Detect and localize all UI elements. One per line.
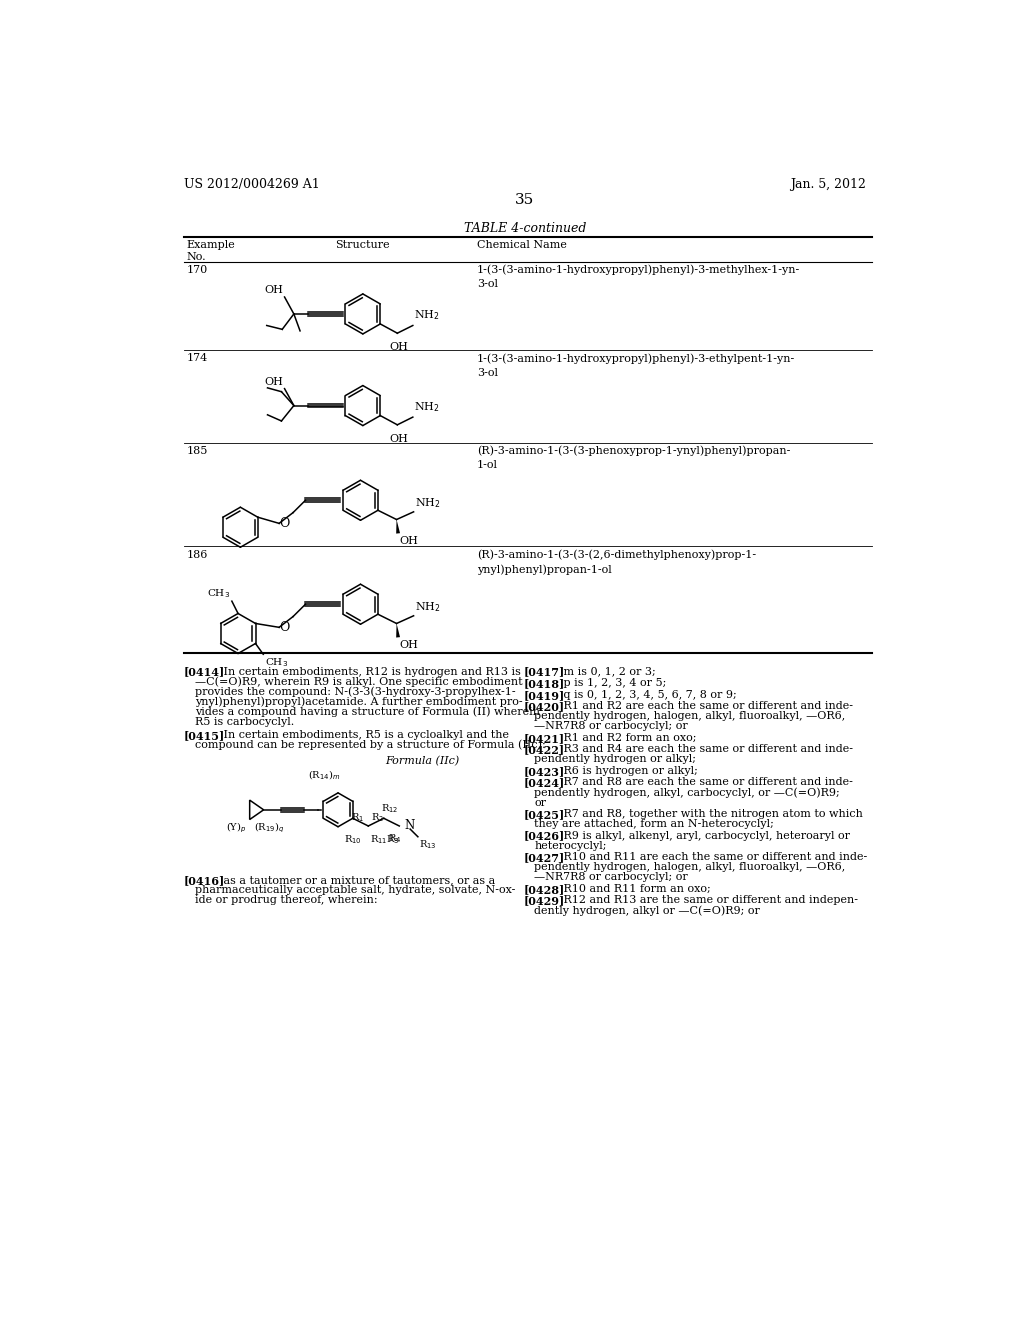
Text: pendently hydrogen, halogen, alkyl, fluoroalkyl, —OR6,: pendently hydrogen, halogen, alkyl, fluo… bbox=[535, 711, 846, 721]
Text: heterocyclyl;: heterocyclyl; bbox=[535, 841, 606, 850]
Text: [0428]: [0428] bbox=[523, 884, 564, 895]
Text: [0425]: [0425] bbox=[523, 809, 564, 820]
Text: R6 is hydrogen or alkyl;: R6 is hydrogen or alkyl; bbox=[553, 766, 697, 776]
Text: dently hydrogen, alkyl or —C(=O)R9; or: dently hydrogen, alkyl or —C(=O)R9; or bbox=[535, 906, 760, 916]
Text: ide or prodrug thereof, wherein:: ide or prodrug thereof, wherein: bbox=[195, 895, 377, 906]
Text: [0416]: [0416] bbox=[183, 875, 225, 886]
Text: R$_{13}$: R$_{13}$ bbox=[420, 838, 437, 851]
Text: OH: OH bbox=[389, 342, 409, 352]
Text: (Y)$_p$: (Y)$_p$ bbox=[225, 821, 246, 836]
Text: CH$_3$: CH$_3$ bbox=[207, 587, 230, 599]
Text: vides a compound having a structure of Formula (II) wherein: vides a compound having a structure of F… bbox=[195, 706, 540, 717]
Text: —NR7R8 or carbocyclyl; or: —NR7R8 or carbocyclyl; or bbox=[535, 721, 688, 731]
Text: R$_{10}$: R$_{10}$ bbox=[344, 834, 362, 846]
Text: (R$_{19}$)$_q$: (R$_{19}$)$_q$ bbox=[254, 821, 284, 836]
Text: compound can be represented by a structure of Formula (IIc):: compound can be represented by a structu… bbox=[195, 739, 546, 750]
Text: NH$_2$: NH$_2$ bbox=[415, 496, 441, 511]
Text: R$_4$: R$_4$ bbox=[388, 832, 401, 845]
Text: pendently hydrogen, halogen, alkyl, fluoroalkyl, —OR6,: pendently hydrogen, halogen, alkyl, fluo… bbox=[535, 862, 846, 873]
Text: 185: 185 bbox=[187, 446, 208, 455]
Text: q is 0, 1, 2, 3, 4, 5, 6, 7, 8 or 9;: q is 0, 1, 2, 3, 4, 5, 6, 7, 8 or 9; bbox=[553, 689, 736, 700]
Text: pendently hydrogen or alkyl;: pendently hydrogen or alkyl; bbox=[535, 755, 696, 764]
Text: pharmaceutically acceptable salt, hydrate, solvate, N-ox-: pharmaceutically acceptable salt, hydrat… bbox=[195, 886, 515, 895]
Text: [0429]: [0429] bbox=[523, 895, 564, 907]
Text: R7 and R8, together with the nitrogen atom to which: R7 and R8, together with the nitrogen at… bbox=[553, 809, 862, 818]
Text: N: N bbox=[403, 820, 414, 833]
Text: —C(=O)R9, wherein R9 is alkyl. One specific embodiment: —C(=O)R9, wherein R9 is alkyl. One speci… bbox=[195, 677, 522, 688]
Text: OH: OH bbox=[264, 285, 283, 296]
Polygon shape bbox=[396, 623, 400, 638]
Text: as a tautomer or a mixture of tautomers, or as a: as a tautomer or a mixture of tautomers,… bbox=[213, 875, 496, 886]
Text: (R$_{14}$)$_m$: (R$_{14}$)$_m$ bbox=[308, 768, 340, 781]
Text: ynyl)phenyl)propyl)acetamide. A further embodiment pro-: ynyl)phenyl)propyl)acetamide. A further … bbox=[195, 697, 522, 708]
Text: OH: OH bbox=[389, 434, 409, 444]
Polygon shape bbox=[396, 520, 400, 533]
Text: 1-(3-(3-amino-1-hydroxypropyl)phenyl)-3-ethylpent-1-yn-
3-ol: 1-(3-(3-amino-1-hydroxypropyl)phenyl)-3-… bbox=[477, 354, 795, 378]
Text: 170: 170 bbox=[187, 264, 208, 275]
Text: or: or bbox=[535, 797, 546, 808]
Text: US 2012/0004269 A1: US 2012/0004269 A1 bbox=[183, 178, 319, 190]
Text: m is 0, 1, 2 or 3;: m is 0, 1, 2 or 3; bbox=[553, 667, 655, 677]
Text: (R)-3-amino-1-(3-(3-phenoxyprop-1-ynyl)phenyl)propan-
1-ol: (R)-3-amino-1-(3-(3-phenoxyprop-1-ynyl)p… bbox=[477, 446, 791, 470]
Text: (R)-3-amino-1-(3-(3-(2,6-dimethylphenoxy)prop-1-
ynyl)phenyl)propan-1-ol: (R)-3-amino-1-(3-(3-(2,6-dimethylphenoxy… bbox=[477, 549, 756, 576]
Text: R3 and R4 are each the same or different and inde-: R3 and R4 are each the same or different… bbox=[553, 744, 853, 754]
Text: R$_2$: R$_2$ bbox=[372, 812, 384, 825]
Text: OH: OH bbox=[264, 378, 283, 387]
Text: R7 and R8 are each the same or different and inde-: R7 and R8 are each the same or different… bbox=[553, 777, 853, 788]
Text: 35: 35 bbox=[515, 193, 535, 207]
Text: [0414]: [0414] bbox=[183, 667, 225, 677]
Text: R9 is alkyl, alkenyl, aryl, carbocyclyl, heteroaryl or: R9 is alkyl, alkenyl, aryl, carbocyclyl,… bbox=[553, 830, 850, 841]
Text: provides the compound: N-(3-3(3-hydroxy-3-propylhex-1-: provides the compound: N-(3-3(3-hydroxy-… bbox=[195, 686, 515, 697]
Text: [0426]: [0426] bbox=[523, 830, 564, 842]
Text: they are attached, form an N-heterocyclyl;: they are attached, form an N-heterocycly… bbox=[535, 818, 774, 829]
Text: 186: 186 bbox=[187, 549, 208, 560]
Text: Jan. 5, 2012: Jan. 5, 2012 bbox=[790, 178, 866, 190]
Text: R1 and R2 form an oxo;: R1 and R2 form an oxo; bbox=[553, 733, 696, 743]
Text: R10 and R11 form an oxo;: R10 and R11 form an oxo; bbox=[553, 884, 711, 894]
Text: [0427]: [0427] bbox=[523, 853, 564, 863]
Text: R12 and R13 are the same or different and indepen-: R12 and R13 are the same or different an… bbox=[553, 895, 858, 906]
Text: R$_{11}$R$_3$: R$_{11}$R$_3$ bbox=[370, 834, 399, 846]
Text: R5 is carbocyclyl.: R5 is carbocyclyl. bbox=[195, 717, 294, 726]
Text: In certain embodiments, R12 is hydrogen and R13 is: In certain embodiments, R12 is hydrogen … bbox=[213, 667, 521, 677]
Text: R1 and R2 are each the same or different and inde-: R1 and R2 are each the same or different… bbox=[553, 701, 853, 711]
Text: CH$_3$: CH$_3$ bbox=[265, 656, 288, 669]
Text: Example
No.: Example No. bbox=[187, 240, 236, 261]
Text: OH: OH bbox=[399, 640, 419, 651]
Text: 1-(3-(3-amino-1-hydroxypropyl)phenyl)-3-methylhex-1-yn-
3-ol: 1-(3-(3-amino-1-hydroxypropyl)phenyl)-3-… bbox=[477, 264, 800, 289]
Text: R$_1$: R$_1$ bbox=[350, 812, 364, 825]
Text: O: O bbox=[280, 517, 290, 531]
Text: [0423]: [0423] bbox=[523, 766, 564, 777]
Text: OH: OH bbox=[399, 536, 419, 546]
Text: [0417]: [0417] bbox=[523, 667, 564, 677]
Text: In certain embodiments, R5 is a cycloalkyl and the: In certain embodiments, R5 is a cycloalk… bbox=[213, 730, 509, 739]
Text: NH$_2$: NH$_2$ bbox=[415, 400, 440, 414]
Text: Formula (IIc): Formula (IIc) bbox=[385, 756, 460, 766]
Text: —NR7R8 or carbocyclyl; or: —NR7R8 or carbocyclyl; or bbox=[535, 873, 688, 882]
Text: R$_{12}$: R$_{12}$ bbox=[381, 803, 398, 816]
Text: [0419]: [0419] bbox=[523, 689, 564, 701]
Text: pendently hydrogen, alkyl, carbocyclyl, or —C(=O)R9;: pendently hydrogen, alkyl, carbocyclyl, … bbox=[535, 788, 840, 799]
Text: R10 and R11 are each the same or different and inde-: R10 and R11 are each the same or differe… bbox=[553, 853, 867, 862]
Text: p is 1, 2, 3, 4 or 5;: p is 1, 2, 3, 4 or 5; bbox=[553, 678, 666, 688]
Text: [0424]: [0424] bbox=[523, 777, 564, 788]
Text: NH$_2$: NH$_2$ bbox=[415, 309, 440, 322]
Text: 174: 174 bbox=[187, 354, 208, 363]
Text: [0415]: [0415] bbox=[183, 730, 225, 741]
Text: [0418]: [0418] bbox=[523, 678, 564, 689]
Text: TABLE 4-continued: TABLE 4-continued bbox=[464, 222, 586, 235]
Text: NH$_2$: NH$_2$ bbox=[415, 601, 441, 614]
Text: Chemical Name: Chemical Name bbox=[477, 240, 566, 249]
Text: Structure: Structure bbox=[335, 240, 389, 249]
Text: [0421]: [0421] bbox=[523, 733, 564, 744]
Text: [0420]: [0420] bbox=[523, 701, 564, 713]
Text: O: O bbox=[280, 622, 290, 634]
Text: [0422]: [0422] bbox=[523, 744, 564, 755]
